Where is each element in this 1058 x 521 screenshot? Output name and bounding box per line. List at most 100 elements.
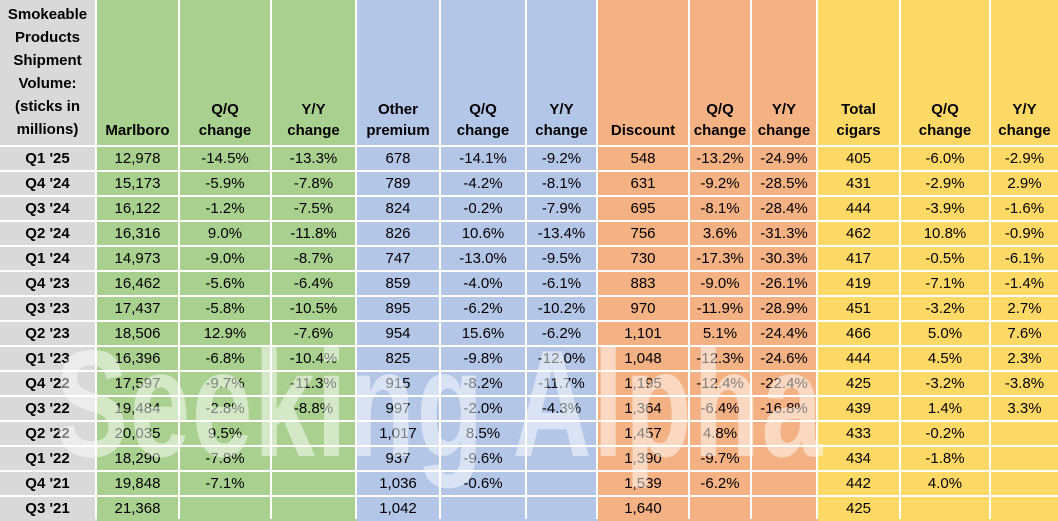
table-cell: -9.0% (180, 247, 272, 272)
table-cell: -5.8% (180, 297, 272, 322)
table-cell: -8.7% (272, 247, 357, 272)
table-cell: -14.1% (441, 147, 527, 172)
table-cell: -3.9% (901, 197, 991, 222)
table-cell: -6.4% (690, 397, 752, 422)
row-label: Q4 '23 (0, 272, 97, 297)
table-cell: -13.0% (441, 247, 527, 272)
table-cell: -13.4% (527, 222, 598, 247)
table-cell: -6.0% (901, 147, 991, 172)
column-header: Y/Y change (991, 0, 1058, 147)
table-cell: 433 (818, 422, 901, 447)
table-cell: 859 (357, 272, 441, 297)
table-cell: 4.8% (690, 422, 752, 447)
table-row: Q4 '24 15,173 -5.9% -7.8% 789 -4.2% -8.1% 631 -9… (0, 172, 1058, 197)
table-cell: 824 (357, 197, 441, 222)
table-cell: 21,368 (97, 497, 180, 521)
table-cell: 895 (357, 297, 441, 322)
table-row: Q1 '25 12,978 -14.5% -13.3% 678 -14.1% -9.2% 54… (0, 147, 1058, 172)
table-cell: -5.9% (180, 172, 272, 197)
table-cell: -13.3% (272, 147, 357, 172)
table-row: Q4 '22 17,597 -9.7% -11.3% 915 -8.2% -11.7% 1,1… (0, 372, 1058, 397)
row-label: Q4 '21 (0, 472, 97, 497)
table-cell: 2.9% (991, 172, 1058, 197)
table-cell: 4.0% (901, 472, 991, 497)
table-cell (991, 497, 1058, 521)
table-cell: -7.1% (901, 272, 991, 297)
table-cell (991, 447, 1058, 472)
table-cell: -2.8% (180, 397, 272, 422)
cutoff-cell-fragment (598, 519, 690, 521)
cutoff-cell-fragment (818, 519, 901, 521)
column-header: Q/Q change (690, 0, 752, 147)
table-cell (527, 497, 598, 521)
table-cell: -3.8% (991, 372, 1058, 397)
table-cell: -1.8% (901, 447, 991, 472)
table-cell: 466 (818, 322, 901, 347)
table-cell: 747 (357, 247, 441, 272)
table-row: Q1 '24 14,973 -9.0% -8.7% 747 -13.0% -9.5% 730-… (0, 247, 1058, 272)
table-cell: -4.0% (441, 272, 527, 297)
table-cell: -7.8% (180, 447, 272, 472)
table-cell: -31.3% (752, 222, 818, 247)
column-header: Y/Y change (527, 0, 598, 147)
table-cell: -11.3% (272, 372, 357, 397)
table-cell: 1,042 (357, 497, 441, 521)
table-cell: 825 (357, 347, 441, 372)
table-cell: 5.0% (901, 322, 991, 347)
table-cell: -9.8% (441, 347, 527, 372)
table-cell: 7.6% (991, 322, 1058, 347)
table-cell: 10.6% (441, 222, 527, 247)
table-cell: 1,390 (598, 447, 690, 472)
table-cell: 5.1% (690, 322, 752, 347)
table-cell: 3.6% (690, 222, 752, 247)
cutoff-cell-fragment (690, 519, 752, 521)
table-cell: 9.0% (180, 222, 272, 247)
row-label: Q2 '22 (0, 422, 97, 447)
table-cell: -6.8% (180, 347, 272, 372)
table-cell: 434 (818, 447, 901, 472)
table-cell: -9.6% (441, 447, 527, 472)
table-cell: 970 (598, 297, 690, 322)
table-cell: -0.5% (901, 247, 991, 272)
table-cell: 4.5% (901, 347, 991, 372)
table-cell: 789 (357, 172, 441, 197)
column-header: Q/Q change (441, 0, 527, 147)
table-cell: 1,017 (357, 422, 441, 447)
table-cell: 2.7% (991, 297, 1058, 322)
cutoff-cell-fragment (527, 519, 598, 521)
table-cell: 19,848 (97, 472, 180, 497)
table-cell: -0.6% (441, 472, 527, 497)
table-cell: 997 (357, 397, 441, 422)
row-label: Q4 '22 (0, 372, 97, 397)
table-row: Q2 '23 18,506 12.9% -7.6% 954 15.6% -6.2% 1,101… (0, 322, 1058, 347)
table-cell: -3.2% (901, 297, 991, 322)
table-cell: -7.6% (272, 322, 357, 347)
table-cell: 442 (818, 472, 901, 497)
table-cell: 1,539 (598, 472, 690, 497)
table-row: Q3 '24 16,122 -1.2% -7.5% 824 -0.2% -7.9% 695 -8… (0, 197, 1058, 222)
column-header: Total cigars (818, 0, 901, 147)
row-label: Q2 '23 (0, 322, 97, 347)
cutoff-cell-fragment (180, 519, 272, 521)
table-cell (991, 422, 1058, 447)
table-cell: 12.9% (180, 322, 272, 347)
table-cell: -9.5% (527, 247, 598, 272)
table-cell: -2.0% (441, 397, 527, 422)
table-cell: -8.1% (690, 197, 752, 222)
table-cell: -6.4% (272, 272, 357, 297)
column-header: Discount (598, 0, 690, 147)
table-cell: 1,640 (598, 497, 690, 521)
table-cell: 431 (818, 172, 901, 197)
column-header: Q/Q change (901, 0, 991, 147)
table-cell: 1,195 (598, 372, 690, 397)
table-cell: -7.5% (272, 197, 357, 222)
table-cell (752, 422, 818, 447)
row-label: Q3 '24 (0, 197, 97, 222)
table-cell (272, 472, 357, 497)
row-label: Q1 '22 (0, 447, 97, 472)
table-row: Q3 '21 21,368 1,042 1,640 425 (0, 497, 1058, 521)
table-cell: 425 (818, 497, 901, 521)
table-row: Q1 '23 16,396 -6.8% -10.4% 825 -9.8% -12.0% 1,0… (0, 347, 1058, 372)
table-cell: -4.2% (441, 172, 527, 197)
table-cell: -7.9% (527, 197, 598, 222)
